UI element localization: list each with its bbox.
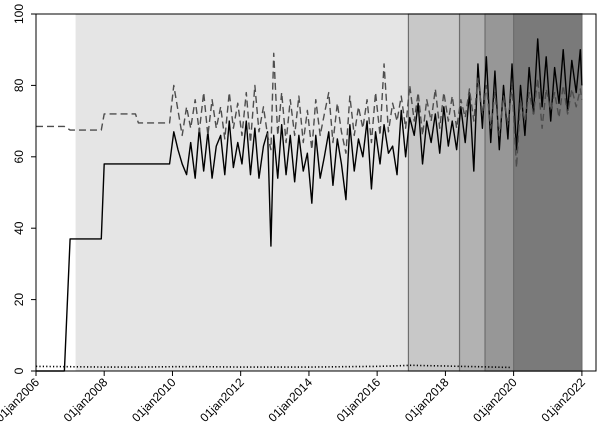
y-tick-label: 100 <box>12 4 26 24</box>
series-line-dotted <box>35 364 511 369</box>
y-tick-label: 40 <box>12 221 26 235</box>
y-tick-label: 60 <box>12 150 26 164</box>
y-tick-label: 0 <box>12 367 26 374</box>
series-line-solid <box>36 38 583 372</box>
y-axis: 0 20 40 60 80 100 <box>12 4 36 374</box>
shaded-regions <box>75 13 583 372</box>
y-tick-label: 80 <box>12 78 26 92</box>
series-lines <box>35 38 583 372</box>
plot-frame <box>35 13 597 372</box>
series-line-dashed <box>36 52 583 169</box>
y-tick-label: 20 <box>12 293 26 307</box>
